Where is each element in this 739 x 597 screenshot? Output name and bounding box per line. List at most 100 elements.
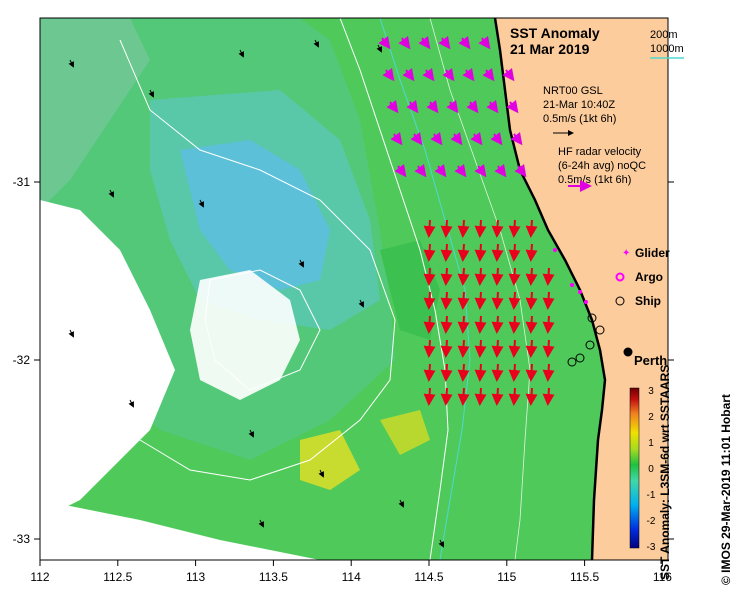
ship-velocity-arrow	[298, 259, 304, 268]
warm-patch-2	[380, 410, 430, 455]
ship-velocity-arrow	[313, 39, 319, 48]
radar-arrow	[457, 243, 470, 262]
ship-velocity-arrow	[148, 89, 154, 98]
lat-tick-label: -32	[13, 353, 31, 367]
cloud-mask-south	[40, 500, 320, 560]
radar-arrow	[542, 291, 555, 310]
radar-arrow	[406, 100, 419, 114]
radar-arrow	[525, 291, 538, 310]
lat-axis: -31 -32 -33	[13, 175, 674, 546]
isobath-legend-200m: 200m	[650, 29, 678, 41]
lon-tick-label: 114	[342, 570, 361, 584]
radar-arrow	[390, 132, 403, 146]
radar-arrow	[474, 387, 487, 406]
radar-arrow	[474, 291, 487, 310]
radar-arrow	[491, 339, 504, 358]
radar-arrow	[490, 132, 503, 146]
isobath-legend-1000m: 1000m	[650, 43, 684, 55]
ship-velocity-arrow	[68, 329, 74, 338]
radar-arrow	[474, 219, 487, 238]
ship-velocity-arrow	[198, 199, 204, 208]
radar-arrow	[418, 36, 431, 50]
radar-arrow	[525, 363, 538, 382]
ship-velocity-arrow	[128, 399, 134, 408]
radar-arrow	[510, 132, 523, 146]
radar-arrow	[542, 315, 555, 334]
radar-arrow	[440, 363, 453, 382]
map-date: 21 Mar 2019	[510, 41, 590, 57]
radar-arrow	[423, 339, 436, 358]
sst-field-coldest	[180, 140, 330, 290]
radar-arrow	[430, 132, 443, 146]
radar-arrow	[466, 100, 479, 114]
ship-velocity-arrow	[358, 299, 364, 308]
radar-arrow	[486, 100, 499, 114]
radar-arrow	[457, 387, 470, 406]
lon-tick-label: 112.5	[103, 570, 132, 584]
radar-legend-line1: HF radar velocity	[558, 146, 642, 158]
ship-velocity-arrow	[398, 499, 404, 508]
colorbar-label: SST Anomaly: L3SM-6d wrt SSTAARS	[658, 365, 672, 580]
radar-arrow	[491, 291, 504, 310]
radar-arrow	[398, 36, 411, 50]
radar-arrow	[457, 219, 470, 238]
radar-arrow	[502, 68, 515, 82]
lon-tick-label: 114.5	[414, 570, 443, 584]
lat-tick-label: -33	[13, 532, 31, 546]
radar-arrow	[440, 339, 453, 358]
ship-marker	[595, 325, 605, 335]
radar-arrow	[508, 339, 521, 358]
radar-arrow	[434, 164, 447, 178]
ship-velocity-arrow	[318, 469, 324, 478]
radar-arrows-north	[378, 36, 527, 178]
radar-arrow	[440, 387, 453, 406]
ship-velocity-arrow	[438, 539, 444, 548]
radar-arrow	[440, 219, 453, 238]
credit-text: © IMOS 29-Mar-2019 11:01 Hobart	[719, 394, 733, 585]
radar-arrow	[442, 68, 455, 82]
radar-arrow	[508, 267, 521, 286]
ship-velocity-arrow	[108, 189, 114, 198]
radar-arrow	[457, 315, 470, 334]
colorbar-ticks: 3 2 1 0 -1 -2 -3	[647, 386, 656, 553]
radar-arrow	[491, 267, 504, 286]
map-plot	[40, 18, 668, 560]
glider-marker	[570, 283, 574, 287]
radar-arrow	[426, 100, 439, 114]
ship-legend-icon	[615, 296, 625, 306]
radar-arrow	[423, 291, 436, 310]
radar-arrow	[423, 363, 436, 382]
radar-arrow	[542, 387, 555, 406]
radar-legend-line2: (6-24h avg) noQC	[558, 160, 646, 172]
lon-axis: 112 112.5 113 113.5 114 114.5 115 115.5 116	[30, 560, 672, 584]
lon-tick-label: 112	[30, 570, 49, 584]
cloud-mask-centre	[190, 270, 300, 400]
plot-frame	[39, 17, 669, 561]
radar-arrow	[446, 100, 459, 114]
radar-arrow	[382, 68, 395, 82]
colorbar-tick-label: -2	[647, 516, 656, 527]
radar-arrow	[440, 243, 453, 262]
glider-marker	[578, 290, 582, 294]
radar-arrow	[508, 315, 521, 334]
glider-marker	[584, 300, 588, 304]
lon-tick-label: 116	[653, 570, 672, 584]
radar-arrow	[525, 315, 538, 334]
radar-arrow	[414, 164, 427, 178]
radar-arrow	[474, 243, 487, 262]
ship-symbol-legend-label: Ship	[635, 294, 661, 308]
radar-arrow	[422, 68, 435, 82]
ship-velocity-arrow	[258, 519, 264, 528]
perth-label: Perth	[634, 353, 667, 368]
argo-legend-icon	[615, 272, 625, 282]
radar-arrow	[508, 291, 521, 310]
lat-tick-label: -31	[13, 175, 31, 189]
warm-band-coast	[380, 240, 440, 340]
radar-arrow	[525, 387, 538, 406]
radar-arrow	[482, 68, 495, 82]
radar-arrow	[423, 243, 436, 262]
radar-arrow	[474, 339, 487, 358]
lon-tick-label: 113	[186, 570, 205, 584]
radar-arrow	[394, 164, 407, 178]
radar-arrow	[457, 267, 470, 286]
